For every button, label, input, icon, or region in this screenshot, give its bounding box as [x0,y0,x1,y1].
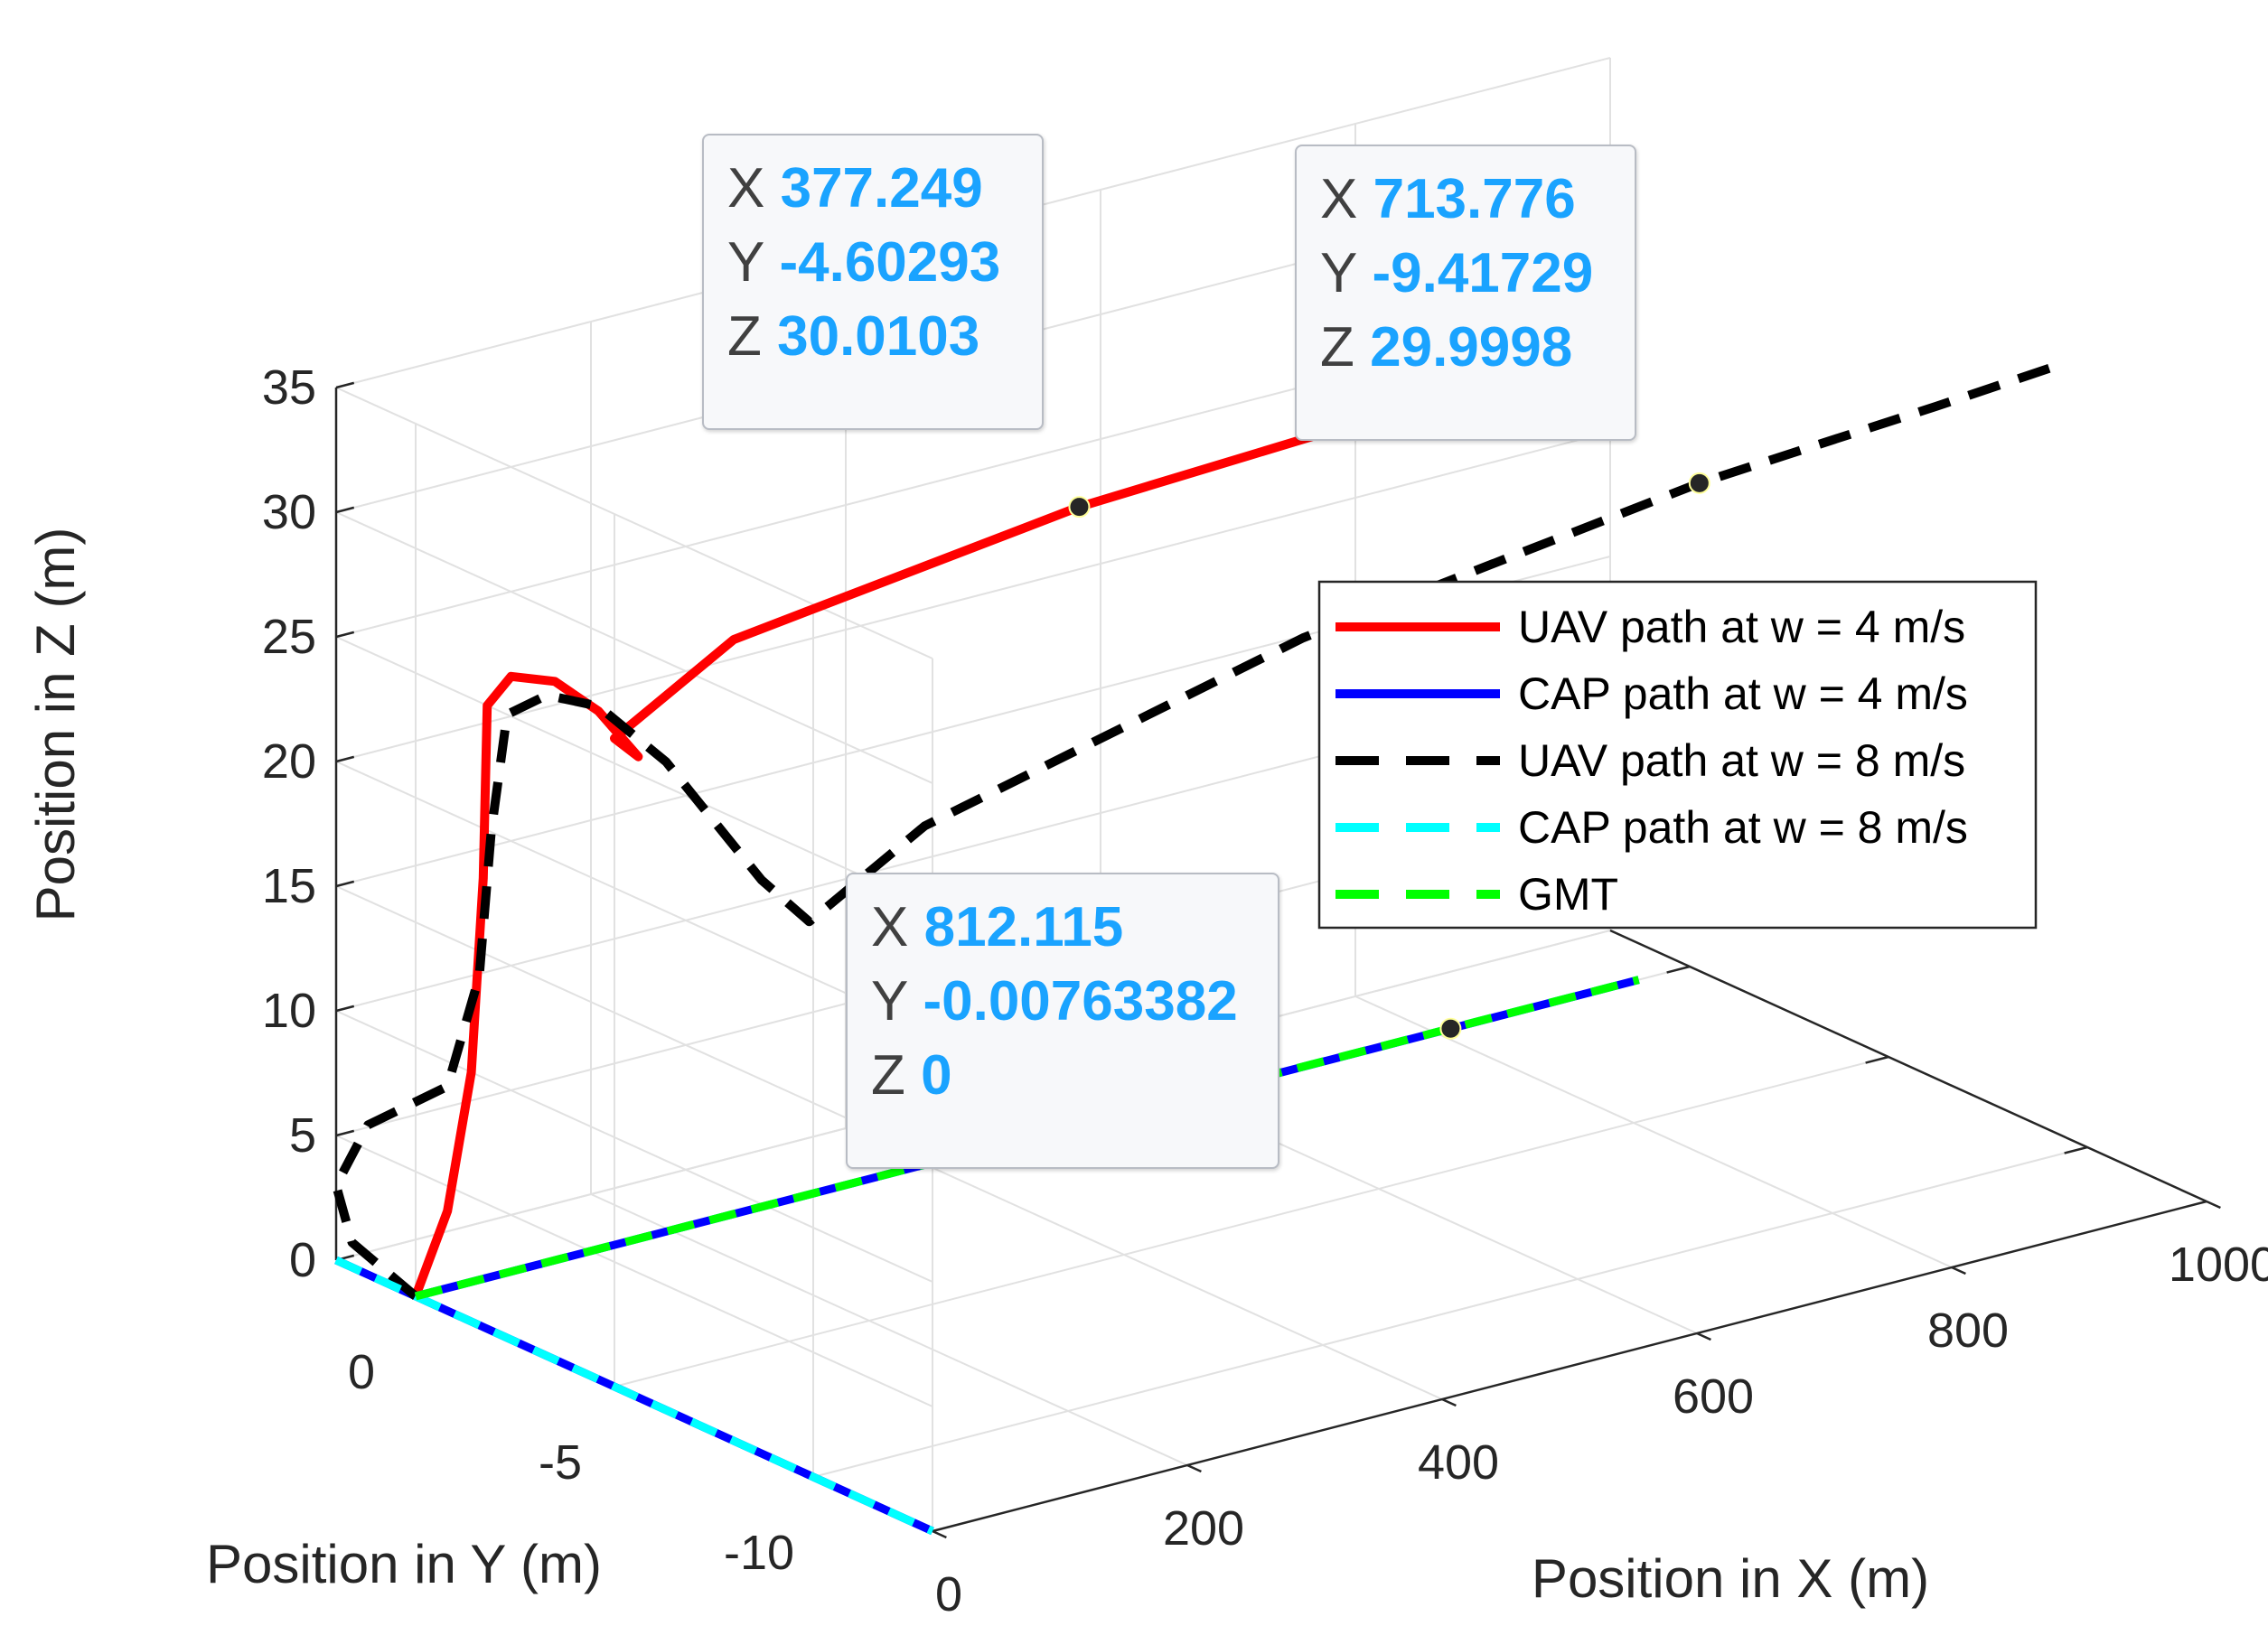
x-tick-label: 200 [1163,1501,1244,1556]
z-tick-label: 35 [262,360,316,415]
legend-label-2: CAP path at w = 4 m/s [1518,668,1968,719]
datatip-3-x-key: X [871,896,909,958]
z-tick-mark [335,755,355,763]
floor-grid-line-y [614,1056,1889,1388]
series-line-uav-path-at-w-8-m-s [332,359,2066,1300]
x-tick-label: 600 [1673,1369,1754,1424]
datatip-3-x-value: 812.115 [923,896,1124,958]
z-tick-label: 20 [262,734,316,789]
legend: UAV path at w = 4 m/s CAP path at w = 4 m… [1317,580,2038,930]
side-grid-line-z [335,761,933,1033]
x-axis-line [932,1200,2207,1533]
legend-label-3: UAV path at w = 8 m/s [1518,735,1965,786]
tick-labels: 0 200 400 600 800 1000 0 -5 -10 0 5 10 15 20 25 30 35 [262,360,2268,1621]
z-tick-label: 15 [262,859,316,913]
side-grid-line-z [335,636,933,909]
x-tick-label: 1000 [2169,1238,2268,1292]
back-grid-line-z [335,431,1611,762]
datatip-1-z-key: Z [727,305,762,368]
legend-label-5: GMT [1518,869,1618,920]
floor-grid-line-x [590,1193,1188,1466]
side-grid-line-z [335,1135,933,1407]
datatip-1-x-key: X [727,157,765,220]
z-tick-mark [335,631,355,639]
z-axis-label: Position in Z (m) [25,528,86,922]
z-tick-mark [335,880,355,888]
datatip-marker-3 [1439,1017,1462,1040]
y-axis-line [1609,929,2207,1203]
datatip-2-z-value: 29.9998 [1370,316,1573,378]
x-tick-label: 400 [1418,1435,1499,1490]
datatip-1-y-key: Y [727,231,764,294]
x-tick-label: 800 [1927,1304,2009,1358]
series-line-uav-path-at-w-4-m-s [411,338,1619,1298]
datatip-marker-2 [1688,472,1710,494]
z-tick-mark [335,506,355,514]
z-tick-label: 10 [262,984,316,1038]
y-tick-label: 0 [348,1345,375,1399]
x-tick-mark [932,1529,947,1539]
y-tick-label: -10 [724,1526,794,1580]
x-tick-mark [1186,1463,1202,1473]
x-tick-mark [1441,1397,1457,1407]
z-tick-label: 5 [289,1108,316,1163]
y-tick-label: -5 [539,1435,582,1490]
datatip-3-z-value: 0 [921,1044,952,1107]
datatip-3[interactable]: X 812.115 Y -0.00763382 Z 0 [846,873,1279,1169]
axes [334,381,2221,1539]
datatip-3-z-key: Z [871,1044,905,1107]
y-tick-mark [1865,1055,1889,1064]
datatip-3-y-value: -0.00763382 [923,970,1238,1033]
datatip-marker-1 [1068,496,1091,519]
y-tick-mark [2064,1145,2088,1154]
datatip-1[interactable]: X 377.249 Y -4.60293 Z 30.0103 [702,134,1044,430]
datatip-2-x-value: 713.776 [1373,168,1576,230]
floor-grid-line-x [845,1127,1443,1400]
side-grid-line-z [335,885,933,1158]
datatip-2-y-key: Y [1320,242,1357,304]
datatip-1-y-value: -4.60293 [779,231,1001,294]
datatip-2[interactable]: X 713.776 Y -9.41729 Z 29.9998 [1295,145,1636,441]
z-tick-label: 25 [262,610,316,664]
datatip-markers [1068,472,1710,1040]
datatip-2-y-value: -9.41729 [1372,242,1594,304]
x-tick-mark [1696,1332,1711,1341]
series-line-cap-path-at-w-8-m-s [334,1256,934,1536]
datatip-2-z-key: Z [1320,316,1354,378]
z-tick-mark [335,1129,355,1137]
z-tick-label: 0 [289,1233,316,1287]
x-axis-label: Position in X (m) [1532,1548,1929,1609]
z-tick-label: 30 [262,485,316,539]
side-grid-line-z [335,387,933,659]
datatip-3-y-key: Y [871,970,908,1033]
x-tick-label: 0 [935,1567,962,1621]
legend-box [1317,580,2038,930]
y-axis-label: Position in Y (m) [206,1534,602,1594]
datatip-2-x-key: X [1320,168,1358,230]
side-grid-line-z [335,1010,933,1283]
datatip-1-x-value: 377.249 [780,157,983,220]
legend-label-4: CAP path at w = 8 m/s [1518,802,1968,853]
y-tick-mark [1666,965,1691,974]
x-tick-mark [1951,1266,1966,1276]
z-tick-mark [335,381,355,389]
z-tick-mark [335,1005,355,1013]
legend-label-1: UAV path at w = 4 m/s [1518,602,1965,652]
side-grid-line-z [335,511,933,784]
floor-grid-line-x [1354,995,1953,1268]
x-tick-mark [2206,1200,2221,1210]
datatip-1-z-value: 30.0103 [777,305,980,368]
floor-grid-line-y [812,1146,2088,1478]
